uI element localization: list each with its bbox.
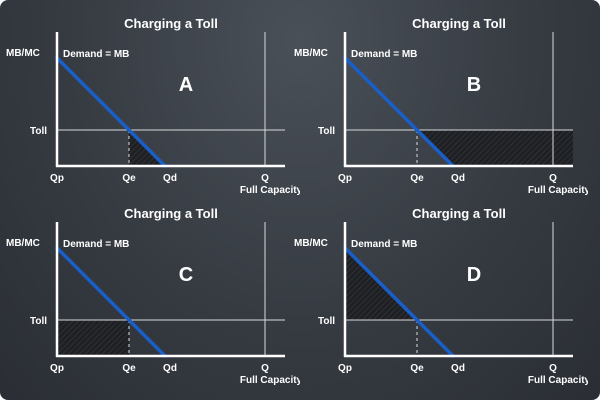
tick-label-qe: Qe xyxy=(122,363,136,374)
shaded-area xyxy=(417,130,573,166)
toll-label: Toll xyxy=(318,126,335,137)
chart-svg: Charging a Toll MB/MC Demand = MB A Toll Qp Qe… xyxy=(6,16,300,196)
toll-label: Toll xyxy=(30,316,47,327)
y-axis-label: MB/MC xyxy=(6,238,40,249)
y-axis-label: MB/MC xyxy=(294,48,328,59)
tick-label-qd: Qd xyxy=(163,173,177,184)
chart-svg: Charging a Toll MB/MC Demand = MB C Toll Qp Qe… xyxy=(6,206,300,386)
chart-panel-c: Charging a Toll MB/MC Demand = MB C Toll Qp Qe… xyxy=(0,190,300,390)
toll-label: Toll xyxy=(30,126,47,137)
chart-panel-d: Charging a Toll MB/MC Demand = MB D Toll Qp Qe… xyxy=(288,190,588,390)
chart-svg: Charging a Toll MB/MC Demand = MB D Toll Qp Qe… xyxy=(294,206,588,386)
tick-label-q: Q xyxy=(261,173,269,184)
panel-letter: A xyxy=(179,74,193,96)
tick-label-qp: Qp xyxy=(338,173,352,184)
tick-label-qe: Qe xyxy=(410,363,424,374)
tick-label-qd: Qd xyxy=(163,363,177,374)
tick-label-qp: Qp xyxy=(50,173,64,184)
tick-label-q: Q xyxy=(261,363,269,374)
tick-label-qp: Qp xyxy=(50,363,64,374)
demand-line xyxy=(55,56,167,168)
demand-line xyxy=(343,56,455,168)
shaded-area xyxy=(57,320,129,356)
tick-label-q: Q xyxy=(549,363,557,374)
tick-label-qp: Qp xyxy=(338,363,352,374)
demand-line xyxy=(55,246,167,358)
demand-label: Demand = MB xyxy=(351,49,417,60)
chart-title: Charging a Toll xyxy=(124,206,218,221)
full-capacity-label: Full Capacity xyxy=(528,375,588,386)
full-capacity-label: Full Capacity xyxy=(528,185,588,196)
toll-label: Toll xyxy=(318,316,335,327)
tick-label-q: Q xyxy=(549,173,557,184)
panel-letter: C xyxy=(179,264,193,286)
chart-title: Charging a Toll xyxy=(124,16,218,31)
tick-label-qd: Qd xyxy=(451,173,465,184)
y-axis-label: MB/MC xyxy=(294,238,328,249)
panel-letter: D xyxy=(467,264,481,286)
demand-line xyxy=(343,246,455,358)
demand-label: Demand = MB xyxy=(63,239,129,250)
full-capacity-label: Full Capacity xyxy=(240,375,300,386)
full-capacity-label: Full Capacity xyxy=(240,185,300,196)
tick-label-qd: Qd xyxy=(451,363,465,374)
y-axis-label: MB/MC xyxy=(6,48,40,59)
chart-panel-a: Charging a Toll MB/MC Demand = MB A Toll Qp Qe… xyxy=(0,0,300,200)
tick-label-qe: Qe xyxy=(410,173,424,184)
panel-letter: B xyxy=(467,74,481,96)
demand-label: Demand = MB xyxy=(63,49,129,60)
chart-panel-b: Charging a Toll MB/MC Demand = MB B Toll Qp Qe… xyxy=(288,0,588,200)
tick-label-qe: Qe xyxy=(122,173,136,184)
demand-label: Demand = MB xyxy=(351,239,417,250)
chart-title: Charging a Toll xyxy=(412,206,506,221)
chart-svg: Charging a Toll MB/MC Demand = MB B Toll Qp Qe… xyxy=(294,16,588,196)
chart-title: Charging a Toll xyxy=(412,16,506,31)
